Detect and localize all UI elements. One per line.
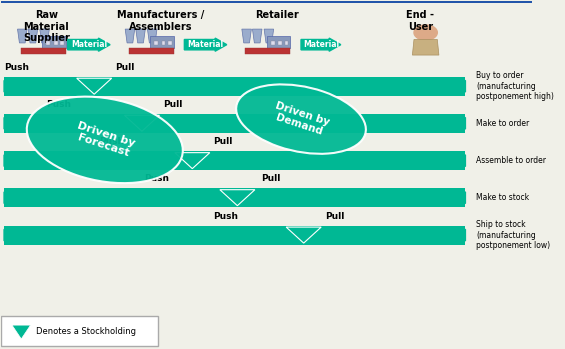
Text: Make to order: Make to order [476, 119, 529, 128]
Text: Buy to order
(manufacturing
postponement high): Buy to order (manufacturing postponement… [476, 71, 554, 101]
FancyBboxPatch shape [162, 41, 165, 45]
FancyBboxPatch shape [60, 41, 64, 45]
FancyBboxPatch shape [54, 41, 58, 45]
FancyBboxPatch shape [42, 36, 66, 48]
Text: Manufacturers /
Assemblers: Manufacturers / Assemblers [117, 10, 204, 32]
FancyBboxPatch shape [46, 41, 50, 45]
Polygon shape [147, 29, 157, 43]
Text: Raw
Material
Supplier: Raw Material Supplier [23, 10, 70, 43]
Polygon shape [125, 29, 134, 43]
Polygon shape [18, 29, 27, 43]
FancyBboxPatch shape [245, 48, 290, 54]
Text: Push: Push [46, 100, 71, 109]
FancyBboxPatch shape [278, 41, 282, 45]
FancyArrow shape [115, 78, 466, 95]
FancyBboxPatch shape [271, 41, 275, 45]
FancyBboxPatch shape [4, 225, 466, 245]
Text: Pull: Pull [261, 174, 281, 184]
Text: Push: Push [4, 63, 29, 72]
Ellipse shape [236, 84, 366, 154]
Text: Denotes a Stockholding: Denotes a Stockholding [36, 327, 136, 336]
Text: Material: Material [188, 40, 224, 49]
Text: Pull: Pull [214, 138, 233, 146]
Polygon shape [412, 39, 439, 55]
FancyArrow shape [68, 38, 110, 51]
FancyBboxPatch shape [4, 151, 466, 170]
Polygon shape [124, 115, 159, 131]
FancyArrow shape [301, 38, 341, 51]
FancyArrow shape [4, 152, 166, 169]
Polygon shape [136, 29, 145, 43]
FancyBboxPatch shape [150, 36, 174, 48]
Polygon shape [40, 29, 49, 43]
Text: Driven by
Demand: Driven by Demand [271, 100, 331, 138]
Text: Pull: Pull [163, 100, 182, 109]
Text: Push: Push [145, 174, 170, 184]
Text: Make to stock: Make to stock [476, 193, 529, 202]
Polygon shape [286, 227, 321, 243]
Text: Ship to stock
(manufacturing
postponement low): Ship to stock (manufacturing postponemen… [476, 220, 550, 250]
FancyArrow shape [184, 38, 227, 51]
Text: Push: Push [99, 138, 124, 146]
Text: Material: Material [303, 40, 339, 49]
Polygon shape [253, 29, 262, 43]
Text: Pull: Pull [115, 63, 135, 72]
FancyBboxPatch shape [129, 48, 174, 54]
FancyBboxPatch shape [4, 77, 466, 96]
FancyArrow shape [4, 227, 282, 244]
Polygon shape [12, 325, 31, 339]
Polygon shape [220, 190, 255, 206]
Text: Material: Material [71, 40, 107, 49]
FancyBboxPatch shape [1, 317, 158, 346]
FancyBboxPatch shape [168, 41, 172, 45]
FancyBboxPatch shape [285, 41, 288, 45]
Text: Retailer: Retailer [255, 10, 299, 20]
Polygon shape [264, 29, 273, 43]
FancyBboxPatch shape [21, 48, 66, 54]
Polygon shape [175, 153, 210, 169]
Circle shape [414, 25, 437, 40]
FancyArrow shape [214, 152, 466, 169]
Polygon shape [28, 29, 38, 43]
FancyArrow shape [4, 115, 110, 132]
FancyArrow shape [261, 189, 466, 206]
FancyBboxPatch shape [4, 114, 466, 133]
FancyArrow shape [325, 227, 466, 244]
FancyBboxPatch shape [4, 188, 466, 207]
FancyBboxPatch shape [1, 1, 532, 3]
Polygon shape [77, 78, 112, 94]
Text: Pull: Pull [325, 212, 344, 221]
Text: Assemble to order: Assemble to order [476, 156, 546, 165]
FancyArrow shape [163, 115, 466, 132]
FancyBboxPatch shape [267, 36, 290, 48]
Polygon shape [242, 29, 251, 43]
FancyArrow shape [4, 189, 211, 206]
Text: Push: Push [214, 212, 238, 221]
Text: Driven by
Forecast: Driven by Forecast [73, 120, 137, 159]
FancyBboxPatch shape [154, 41, 158, 45]
FancyArrow shape [4, 78, 73, 95]
Ellipse shape [27, 97, 183, 183]
Text: End -
User: End - User [406, 10, 434, 32]
